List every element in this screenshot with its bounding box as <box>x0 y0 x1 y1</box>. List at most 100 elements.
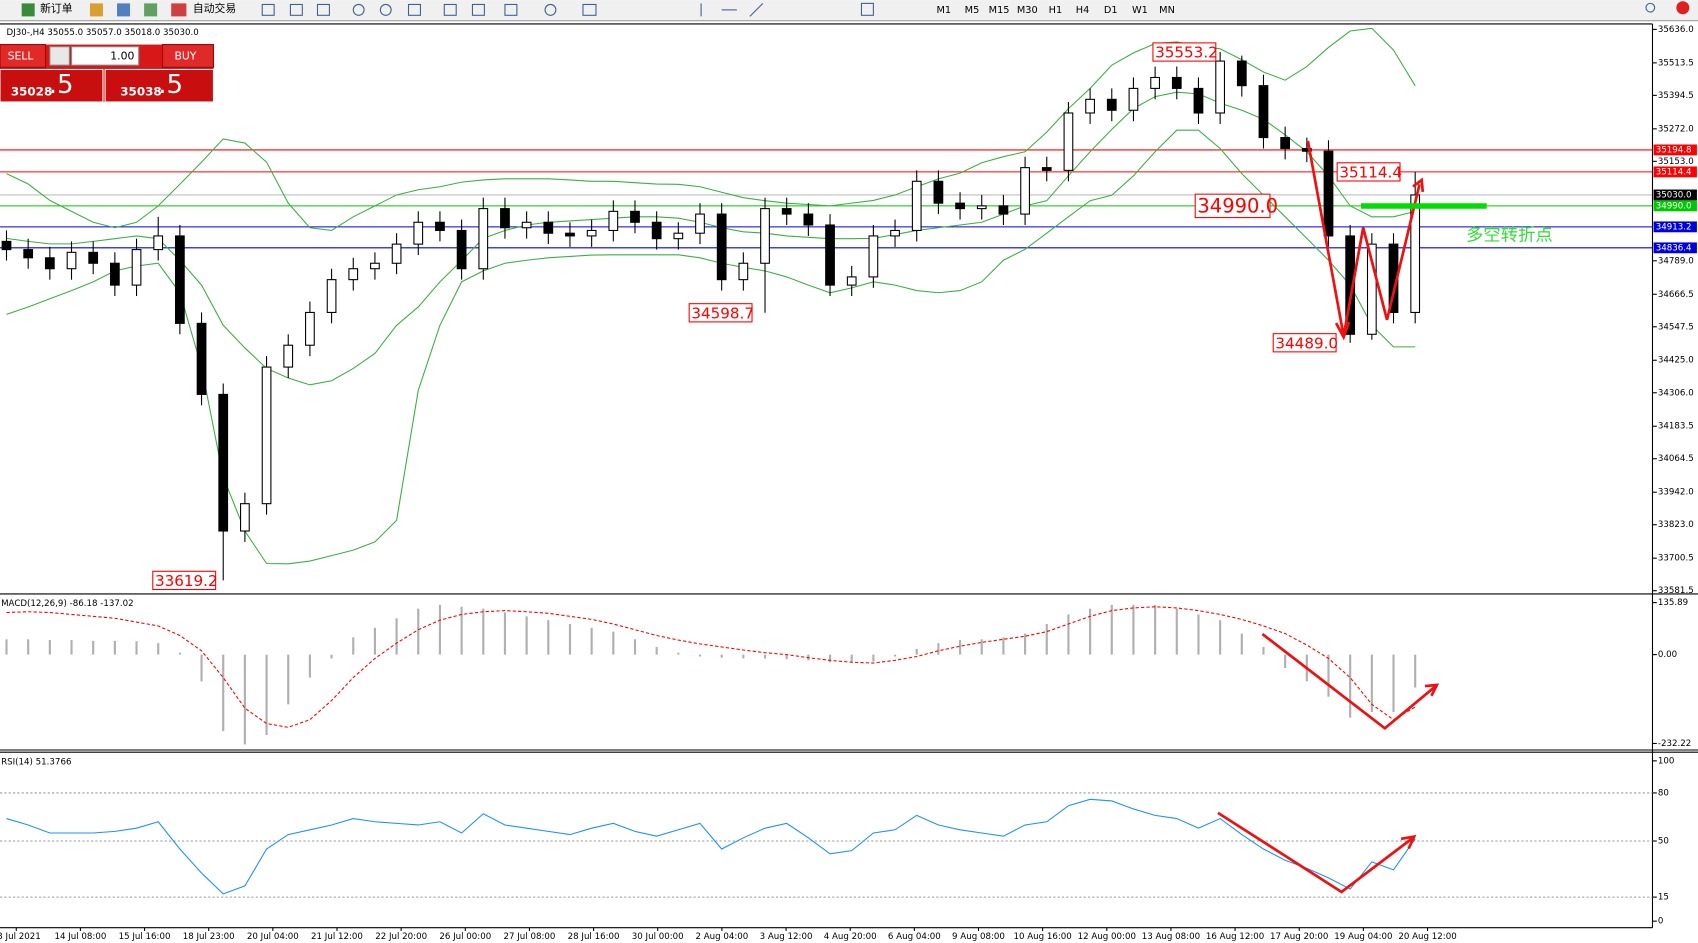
candle-body <box>998 205 1009 215</box>
lot-spinner[interactable] <box>49 46 70 66</box>
tool-icon[interactable] <box>117 3 131 17</box>
tool-icon[interactable] <box>749 3 764 17</box>
y-tick-label: 34789.0 <box>1658 256 1694 266</box>
tool-icon[interactable] <box>144 3 158 17</box>
tool-icon[interactable] <box>471 3 485 16</box>
candle-body <box>478 208 489 270</box>
lot-input[interactable] <box>70 46 140 66</box>
zoom-in[interactable] <box>352 3 365 16</box>
chart-header: DJ30-,H4 35055.0 35057.0 35018.0 35030.0 <box>7 28 199 38</box>
tool-icon[interactable] <box>443 3 457 16</box>
sell-button[interactable] <box>0 44 47 68</box>
rsi-title: RSI(14) 51.3766 <box>1 757 71 767</box>
candle-body <box>1171 76 1182 89</box>
candle-body <box>738 262 749 281</box>
new-order-icon[interactable] <box>21 3 35 17</box>
candle-body <box>1128 87 1139 111</box>
timeframe-button[interactable]: M1 <box>937 5 952 16</box>
notification-badge[interactable] <box>1676 1 1690 15</box>
level-tag <box>1653 189 1697 201</box>
candle-body <box>716 213 727 281</box>
tool-icon[interactable] <box>407 3 421 16</box>
tool-icon[interactable] <box>89 3 103 17</box>
tool-icon[interactable] <box>544 3 557 16</box>
timeframe-button[interactable]: W1 <box>1132 5 1148 16</box>
lot-value[interactable]: 1.00 <box>110 49 134 62</box>
tool-icon[interactable] <box>582 3 597 16</box>
x-tick-label: 15 Jul 16:00 <box>119 932 171 942</box>
y-tick-label: 34425.0 <box>1658 356 1694 366</box>
auto-trade-icon[interactable] <box>171 3 187 17</box>
timeframe-button[interactable]: M5 <box>965 5 980 16</box>
sell-label[interactable]: SELL <box>8 49 34 62</box>
y-tick-label: 34064.5 <box>1658 454 1694 464</box>
ask-pips[interactable]: .5 <box>158 70 183 100</box>
x-tick-label: 16 Aug 12:00 <box>1206 932 1264 942</box>
x-tick-label: 9 Aug 08:00 <box>952 932 1005 942</box>
bid-price[interactable]: 35028 <box>11 85 52 99</box>
y-tick-label: 35394.5 <box>1658 91 1694 101</box>
candle-body <box>543 221 554 234</box>
zoom-out[interactable] <box>379 3 392 16</box>
candle-body <box>1150 76 1160 89</box>
candle-body <box>1020 167 1030 215</box>
bid-pips[interactable]: .5 <box>49 70 74 100</box>
buy-price-button[interactable] <box>104 68 215 103</box>
sell-price-button[interactable] <box>0 68 104 103</box>
bollinger-band <box>6 91 1416 386</box>
y-tick-label: 35272.0 <box>1658 124 1694 134</box>
candle-body <box>803 213 814 226</box>
x-tick-label: 17 Aug 20:00 <box>1270 932 1328 942</box>
search-icon[interactable] <box>1645 2 1656 13</box>
annotation-box <box>688 303 753 323</box>
tool-icon[interactable] <box>261 3 275 16</box>
candle-body <box>1323 150 1334 237</box>
buy-button[interactable] <box>161 44 215 68</box>
candle-body <box>88 251 99 264</box>
y-tick-label: 135.89 <box>1658 598 1688 608</box>
candle-body <box>955 202 965 210</box>
candle-body <box>868 235 879 278</box>
y-tick-label: 33942.0 <box>1658 488 1694 498</box>
y-tick-label: 15 <box>1658 893 1669 903</box>
y-tick-label: 80 <box>1658 788 1669 798</box>
timeframe-button[interactable]: H4 <box>1076 5 1090 16</box>
y-tick-label: -232.22 <box>1658 739 1691 749</box>
tool-icon[interactable] <box>504 3 518 16</box>
arrow-head <box>1412 177 1425 193</box>
y-tick-label: 34547.5 <box>1658 322 1694 332</box>
candle-body <box>630 210 640 223</box>
timeframe-button[interactable]: M15 <box>989 5 1010 16</box>
turning-point-note: 多空转折点 <box>1466 225 1553 245</box>
y-tick-label: 33581.5 <box>1658 586 1694 596</box>
tool-icon[interactable] <box>316 3 330 16</box>
candle-body <box>131 249 142 286</box>
timeframe-button[interactable]: D1 <box>1104 5 1118 16</box>
candle-body <box>1193 87 1204 114</box>
candle-body <box>1085 98 1095 114</box>
macd-arrow <box>1261 632 1437 731</box>
candle-body <box>911 180 922 232</box>
level-tag-label: 34990.0 <box>1656 201 1692 211</box>
level-tag-label: 35194.8 <box>1656 145 1692 155</box>
buy-label[interactable]: BUY <box>174 49 196 62</box>
x-tick-label: 21 Jul 12:00 <box>311 932 363 942</box>
timeframe-button[interactable]: MN <box>1159 5 1175 16</box>
candle-body <box>305 311 315 346</box>
timeframe-button[interactable]: M30 <box>1017 5 1038 16</box>
tool-icon[interactable] <box>289 3 303 16</box>
level-tag <box>1653 242 1697 254</box>
candle-body <box>240 503 250 532</box>
x-tick-label: 3 Aug 12:00 <box>760 932 813 942</box>
tool-icon[interactable] <box>860 2 874 16</box>
x-tick-label: 20 Aug 12:00 <box>1398 932 1456 942</box>
annotation-arrows <box>1217 140 1440 894</box>
auto-trade-button[interactable]: 自动交易 <box>193 1 236 15</box>
candle-body <box>283 344 294 368</box>
new-order-button[interactable]: 新订单 <box>40 1 73 15</box>
y-tick-label: 0 <box>1658 917 1664 927</box>
ask-price[interactable]: 35038 <box>120 85 161 99</box>
annotation-box <box>1336 162 1401 182</box>
timeframe-button[interactable]: H1 <box>1049 5 1063 16</box>
level-tag <box>1653 221 1697 233</box>
